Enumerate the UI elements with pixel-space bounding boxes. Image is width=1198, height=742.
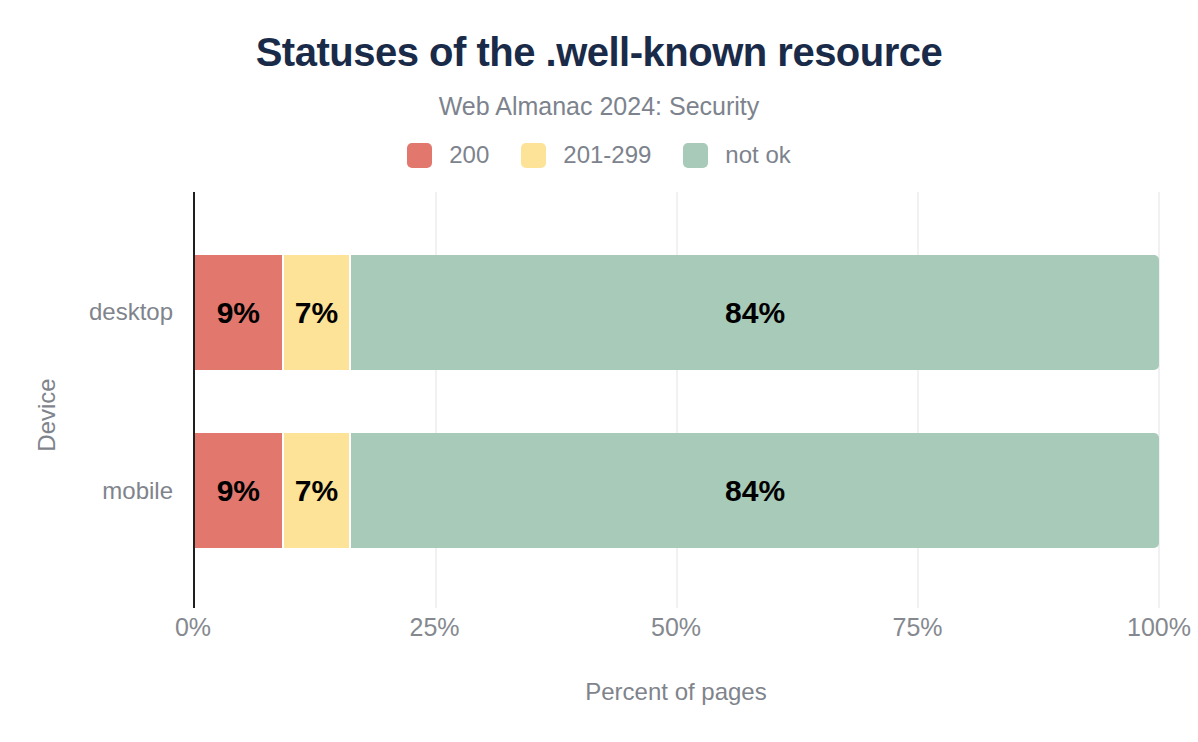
legend-label: not ok — [725, 141, 790, 169]
x-tick-75: 75% — [892, 613, 942, 642]
legend-swatch — [407, 143, 432, 168]
legend-label: 200 — [449, 141, 489, 169]
legend-item-200: 200 — [407, 141, 489, 169]
chart: Statuses of the .well-known resource Web… — [0, 0, 1198, 742]
legend-swatch — [683, 143, 708, 168]
legend-item-not-ok: not ok — [683, 141, 790, 169]
bar-value-label: 9% — [217, 296, 260, 330]
bar-segment-mobile-not-ok: 84% — [349, 433, 1159, 548]
category-label-mobile: mobile — [30, 476, 173, 506]
x-tick-50: 50% — [651, 613, 701, 642]
bar-value-label: 7% — [295, 296, 338, 330]
bar-segment-mobile-201-299: 7% — [282, 433, 349, 548]
bar-segment-desktop-not-ok: 84% — [349, 255, 1159, 370]
bar-row-mobile: 9% 7% 84% — [195, 433, 1159, 548]
bar-value-label: 7% — [295, 474, 338, 508]
bar-value-label: 84% — [725, 296, 785, 330]
plot-area: 9% 7% 84% 9% 7% 84% — [193, 192, 1159, 608]
legend-label: 201-299 — [563, 141, 651, 169]
x-axis-title: Percent of pages — [193, 678, 1159, 706]
x-tick-0: 0% — [175, 613, 211, 642]
bar-segment-mobile-200: 9% — [195, 433, 282, 548]
bar-row-desktop: 9% 7% 84% — [195, 255, 1159, 370]
x-tick-100: 100% — [1127, 613, 1191, 642]
bar-value-label: 84% — [725, 474, 785, 508]
legend-swatch — [521, 143, 546, 168]
bar-segment-desktop-201-299: 7% — [282, 255, 349, 370]
bar-value-label: 9% — [217, 474, 260, 508]
y-axis-title: Device — [33, 378, 61, 451]
x-tick-25: 25% — [409, 613, 459, 642]
legend-item-201-299: 201-299 — [521, 141, 651, 169]
bar-segment-desktop-200: 9% — [195, 255, 282, 370]
category-label-desktop: desktop — [30, 297, 173, 327]
x-axis-tick-labels: 0%25%50%75%100% — [193, 613, 1159, 645]
y-axis-category-labels: desktop mobile — [30, 0, 183, 742]
